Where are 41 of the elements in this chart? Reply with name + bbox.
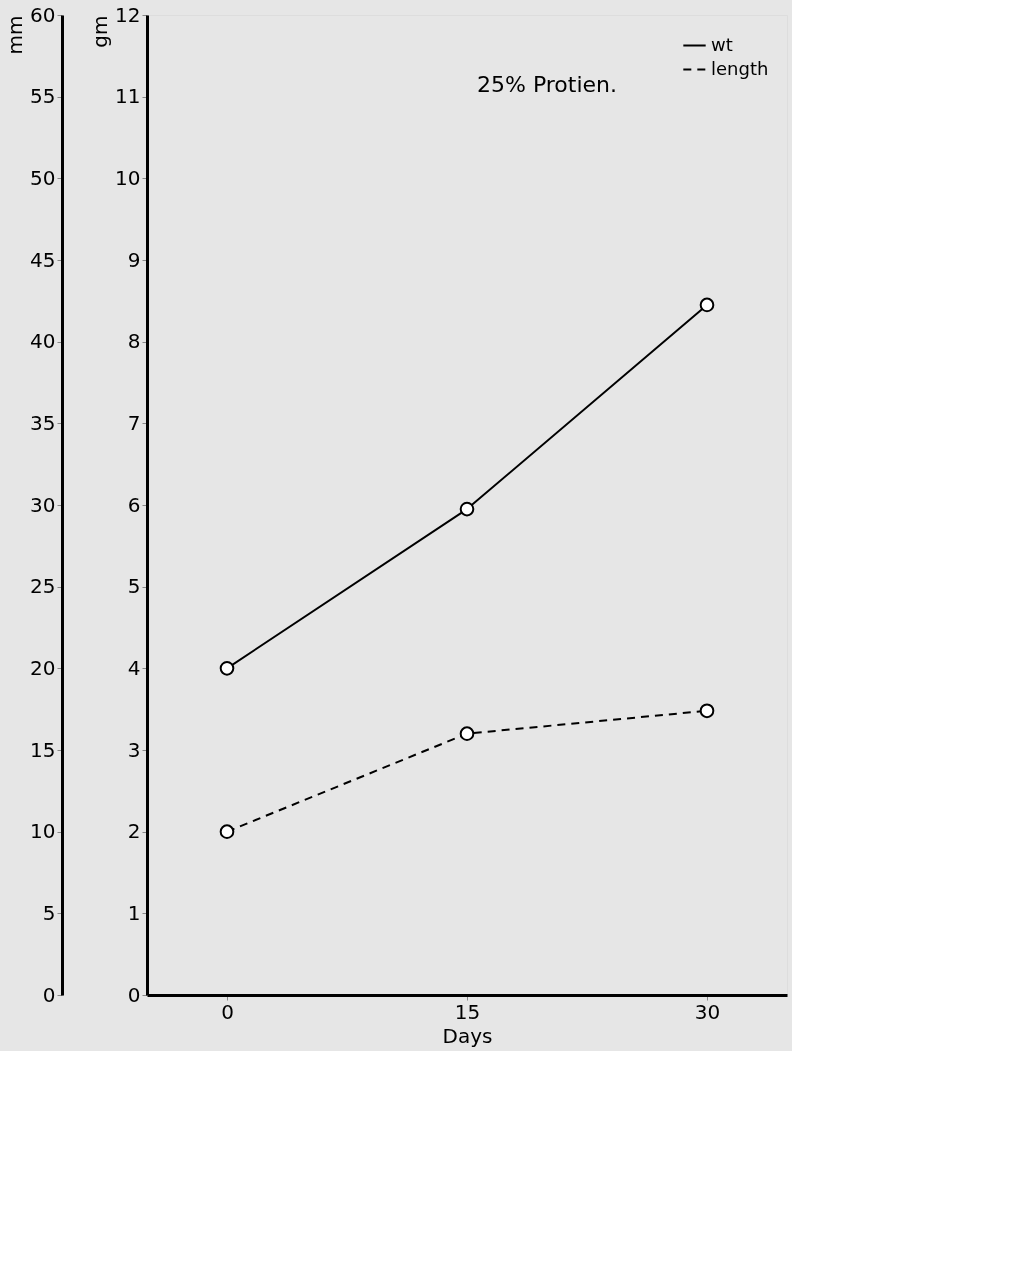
- y-tick-label: 7: [127, 410, 141, 435]
- y-tick-label: 1: [127, 900, 141, 925]
- point: [699, 703, 715, 719]
- point: [219, 661, 235, 676]
- y2-tick-label: 15: [30, 737, 56, 762]
- point: [699, 297, 715, 313]
- y2-tick-label: 50: [30, 165, 56, 190]
- y2-tick-label: 55: [30, 84, 56, 109]
- y2-tick-label: 40: [30, 329, 56, 354]
- y2-tick-label: 45: [30, 247, 56, 272]
- y2-tick-label: 10: [30, 819, 56, 844]
- y2-tick-label: 0: [42, 982, 56, 1007]
- point: [219, 824, 235, 839]
- annotation: 25% Protien.: [476, 72, 618, 97]
- x-tick-label: 15: [454, 999, 481, 1024]
- y-tick-label: 0: [127, 982, 141, 1007]
- point: [459, 726, 475, 741]
- legend-label: length: [711, 57, 769, 79]
- y-axis-title: gm: [88, 15, 113, 48]
- y-tick-label: 8: [127, 329, 141, 354]
- y2-tick-label: 20: [30, 655, 56, 680]
- y-tick-label: 2: [127, 819, 141, 844]
- y2-tick-label: 5: [42, 900, 56, 925]
- y2-axis-title: mm: [3, 15, 28, 55]
- y2-tick-label: 60: [30, 2, 56, 27]
- y2-tick-label: 30: [30, 492, 56, 517]
- point: [459, 501, 475, 517]
- y-tick-label: 4: [127, 655, 141, 680]
- y-tick-label: 12: [115, 2, 141, 27]
- y-tick-label: 10: [115, 165, 141, 190]
- y-tick-label: 11: [115, 84, 141, 109]
- y-tick-label: 5: [127, 574, 141, 599]
- y-tick-label: 9: [127, 247, 141, 272]
- y2-tick-label: 35: [30, 410, 56, 435]
- y-tick-label: 6: [127, 492, 141, 517]
- x-tick-label: 30: [694, 999, 721, 1024]
- legend-label: wt: [711, 33, 733, 55]
- x-axis-title: Days: [442, 1023, 493, 1048]
- y-tick-label: 3: [127, 737, 141, 762]
- y2-tick-label: 25: [30, 574, 56, 599]
- x-tick-label: 0: [221, 999, 234, 1024]
